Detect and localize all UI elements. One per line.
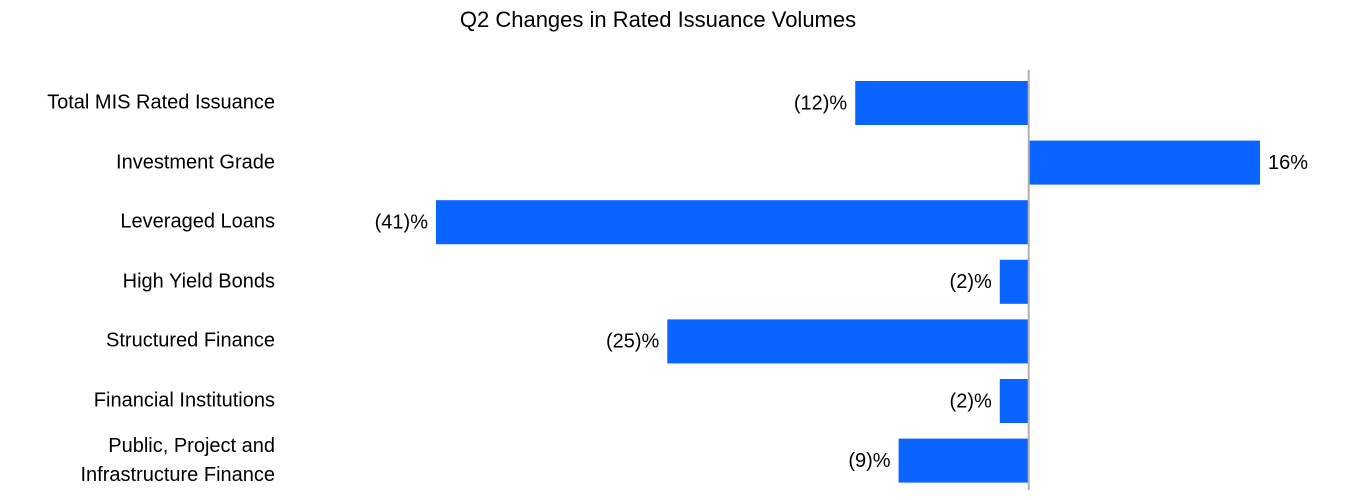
bar xyxy=(1028,140,1260,185)
category-label: Financial Institutions xyxy=(93,389,275,412)
category-label: Total MIS Rated Issuance xyxy=(47,91,275,114)
category-label: High Yield Bonds xyxy=(122,270,275,293)
chart-title: Q2 Changes in Rated Issuance Volumes xyxy=(460,7,856,32)
category-label: Investment Grade xyxy=(116,151,275,174)
value-label: (2)% xyxy=(950,390,992,412)
category-label: Public, Project and Infrastructure Finan… xyxy=(80,434,275,486)
category-label: Structured Finance xyxy=(106,329,275,352)
category-label: Leveraged Loans xyxy=(120,210,275,233)
bar xyxy=(855,81,1029,125)
bar xyxy=(999,379,1029,423)
bar xyxy=(898,438,1029,483)
bar xyxy=(436,200,1029,245)
value-label: 16% xyxy=(1268,152,1308,174)
bar xyxy=(667,319,1029,364)
bar xyxy=(999,259,1029,304)
value-label: (9)% xyxy=(848,450,890,472)
value-label: (2)% xyxy=(950,271,992,293)
value-label: (41)% xyxy=(375,211,429,233)
value-label: (12)% xyxy=(794,92,848,114)
value-label: (25)% xyxy=(606,331,660,353)
